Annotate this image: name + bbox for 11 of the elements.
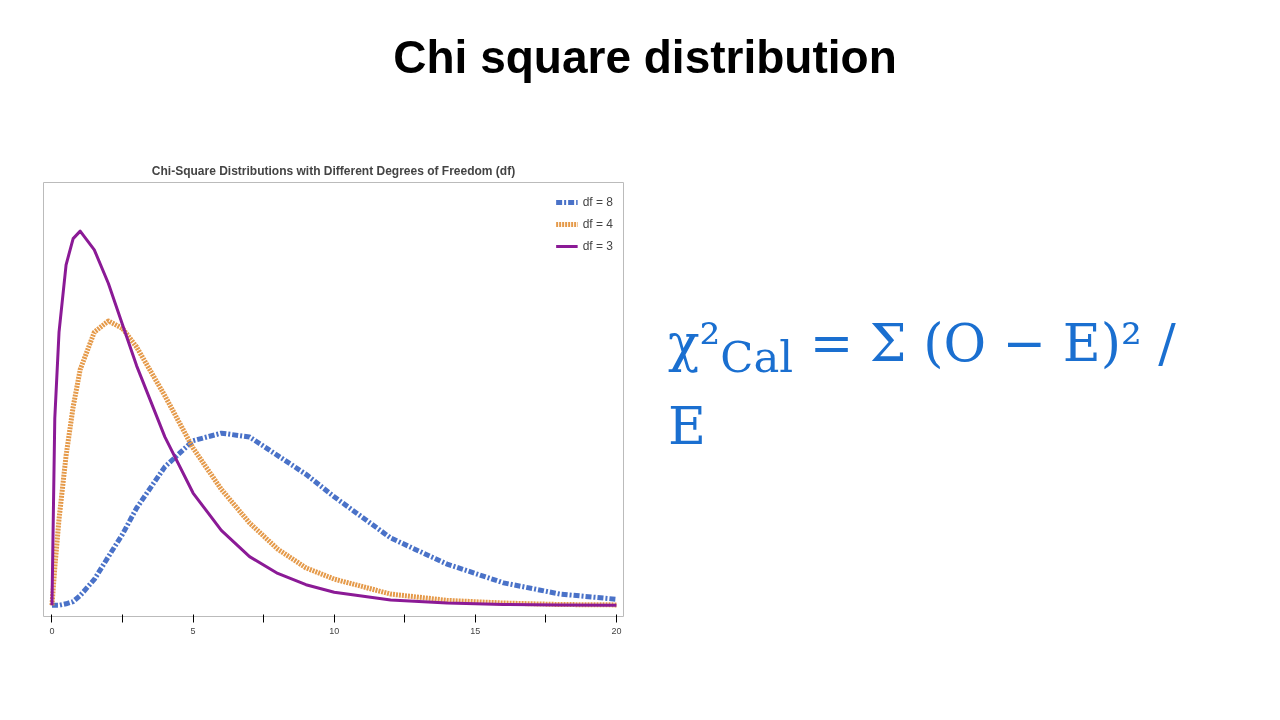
- x-tick-label: 20: [611, 625, 622, 636]
- x-tick-label: 5: [190, 625, 196, 636]
- chart-subtitle: Chi square distribution: [393, 30, 897, 85]
- x-tick-label: 0: [49, 625, 55, 636]
- legend-label: df = 4: [582, 216, 613, 231]
- legend-label: df = 8: [582, 194, 613, 209]
- x-tick-label: 15: [470, 625, 481, 636]
- chart-title: Chi-Square Distributions with Different Degrees of Freedom (df): [151, 163, 516, 178]
- legend-label: df = 3: [582, 238, 613, 253]
- x-tick-label: 10: [329, 625, 340, 636]
- text: χ²$_{Cal}$ = Σ (O − E)² / E: [668, 312, 1176, 456]
